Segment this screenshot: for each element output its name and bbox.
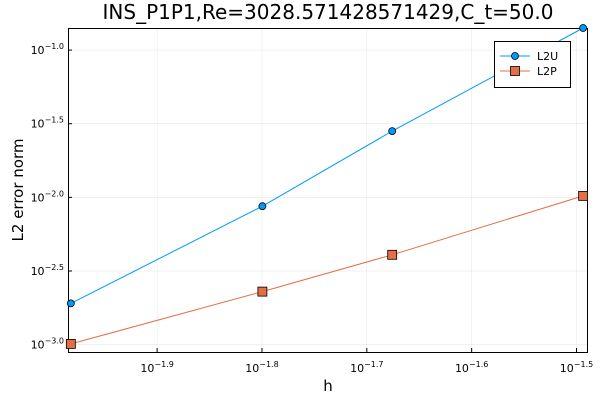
series-l2u-line xyxy=(70,27,584,304)
y-tick-label: 10−1.0 xyxy=(31,42,64,57)
x-tick-exponent: −1.6 xyxy=(469,360,488,369)
x-tick-exponent: −1.9 xyxy=(154,360,173,369)
series-l2p-point xyxy=(578,190,589,201)
x-tick-base: 10 xyxy=(140,362,154,375)
y-tick-base: 10 xyxy=(31,339,45,352)
y-tick-base: 10 xyxy=(31,44,45,57)
x-tick-label: 10−1.8 xyxy=(245,360,278,375)
x-tick-exponent: −1.5 xyxy=(574,360,593,369)
x-tick-base: 10 xyxy=(455,362,469,375)
y-tick-label: 10−3.0 xyxy=(31,337,64,352)
legend-l2u-label: L2U xyxy=(537,50,558,63)
chart-title: INS_P1P1,Re=3028.571428571429,C_t=50.0 xyxy=(103,0,554,24)
series-l2p-point xyxy=(65,338,76,349)
series-l2p-line xyxy=(70,195,584,345)
y-tick-exponent: −1.5 xyxy=(45,116,64,125)
y-tick-base: 10 xyxy=(31,118,45,131)
y-axis-label: L2 error norm xyxy=(9,139,27,242)
series-l2u-point xyxy=(579,24,588,32)
x-tick-base: 10 xyxy=(350,362,364,375)
series-l2p xyxy=(65,190,589,349)
legend-l2u-marker xyxy=(511,52,519,60)
series-l2u xyxy=(66,24,588,308)
y-tick-base: 10 xyxy=(31,191,45,204)
x-axis-ticks: 10−1.9 10−1.8 10−1.7 10−1.6 10−1.5 xyxy=(140,348,593,375)
series-layer xyxy=(65,24,589,349)
series-l2u-point xyxy=(66,299,75,308)
plot-frame xyxy=(68,28,588,353)
y-tick-exponent: −1.0 xyxy=(45,42,64,51)
x-tick-exponent: −1.7 xyxy=(364,360,383,369)
x-tick-label: 10−1.5 xyxy=(560,360,593,375)
series-l2u-point xyxy=(388,127,397,135)
legend-box xyxy=(494,41,571,88)
y-axis-ticks: 10−3.010−2.510−2.010−1.510−1.0 xyxy=(31,42,72,352)
y-tick-exponent: −2.0 xyxy=(45,189,64,198)
y-tick-base: 10 xyxy=(31,265,45,278)
x-tick-base: 10 xyxy=(560,362,574,375)
y-tick-label: 10−1.5 xyxy=(31,116,64,131)
x-tick-base: 10 xyxy=(245,362,259,375)
series-l2u-point xyxy=(258,202,267,211)
y-tick-exponent: −3.0 xyxy=(45,337,64,346)
y-tick-label: 10−2.5 xyxy=(31,263,64,278)
x-tick-label: 10−1.7 xyxy=(350,360,383,375)
series-l2p-point xyxy=(257,286,268,297)
x-tick-label: 10−1.6 xyxy=(455,360,488,375)
x-tick-label: 10−1.9 xyxy=(140,360,173,375)
series-l2p-point xyxy=(387,249,398,260)
x-axis-label: h xyxy=(323,377,333,395)
legend-l2p-label: L2P xyxy=(537,65,557,78)
x-tick-exponent: −1.8 xyxy=(259,360,278,369)
y-tick-label: 10−2.0 xyxy=(31,189,64,204)
y-tick-exponent: −2.5 xyxy=(45,263,64,272)
legend-l2p-marker xyxy=(510,66,520,76)
